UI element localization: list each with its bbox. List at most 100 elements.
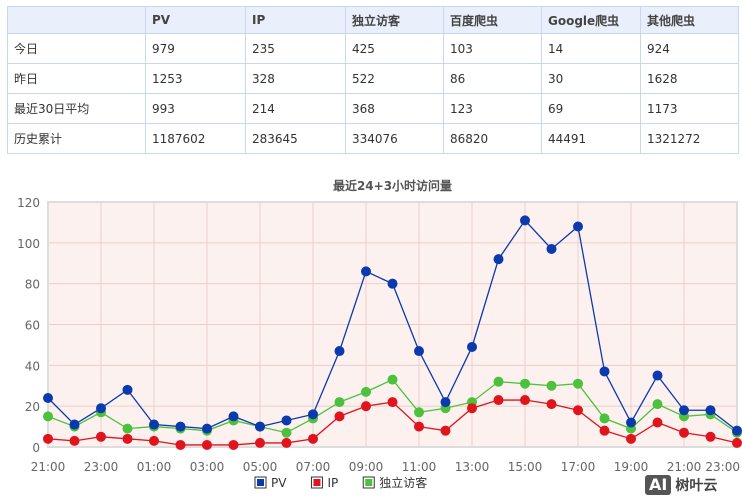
data-point bbox=[387, 374, 398, 385]
y-tick-label: 80 bbox=[25, 278, 40, 292]
table-cell: 1321272 bbox=[640, 123, 739, 154]
data-point bbox=[414, 346, 424, 357]
data-point bbox=[361, 386, 371, 397]
data-point bbox=[202, 439, 212, 450]
table-cell: 103 bbox=[443, 33, 542, 64]
stats-table: PV IP 独立访客 百度爬虫 Google爬虫 其他爬虫 今日 979 235 425 103 1… bbox=[7, 6, 739, 154]
table-cell: 235 bbox=[245, 33, 346, 64]
data-point bbox=[732, 437, 742, 448]
table-cell: 30 bbox=[541, 63, 641, 94]
table-row: 历史累计 1187602 283645 334076 86820 44491 1321272 bbox=[7, 123, 739, 154]
row-label: 历史累计 bbox=[7, 123, 146, 154]
table-cell: 86 bbox=[443, 63, 542, 94]
data-point bbox=[69, 435, 80, 446]
x-tick-label: 21:00 bbox=[31, 460, 66, 474]
legend-swatch-fill bbox=[313, 479, 321, 486]
chart-title: 最近24+3小时访问量 bbox=[333, 178, 452, 193]
column-header: Google爬虫 bbox=[541, 6, 641, 34]
data-point bbox=[626, 433, 636, 444]
data-point bbox=[228, 411, 239, 422]
x-tick-label: 09:00 bbox=[349, 460, 384, 474]
table-cell: 283645 bbox=[245, 123, 346, 154]
table-cell: 924 bbox=[640, 33, 739, 64]
data-point bbox=[520, 395, 530, 406]
data-point bbox=[202, 423, 212, 434]
table-cell: 334076 bbox=[345, 123, 444, 154]
y-tick-label: 20 bbox=[25, 400, 40, 414]
x-tick-label: 07:00 bbox=[296, 460, 331, 474]
data-point bbox=[493, 395, 504, 406]
data-point bbox=[652, 399, 663, 410]
data-point bbox=[334, 346, 345, 357]
data-point bbox=[228, 439, 239, 450]
data-point bbox=[308, 409, 318, 420]
data-point bbox=[149, 435, 159, 446]
table-cell: 979 bbox=[145, 33, 246, 64]
x-tick-label: 19:00 bbox=[614, 460, 649, 474]
data-point bbox=[175, 439, 186, 450]
table-cell: 1173 bbox=[640, 93, 739, 124]
data-point bbox=[705, 405, 716, 416]
y-tick-label: 100 bbox=[17, 237, 40, 251]
table-cell: 1628 bbox=[640, 63, 739, 94]
data-point bbox=[679, 427, 689, 438]
data-point bbox=[387, 278, 398, 289]
data-point bbox=[467, 341, 477, 352]
data-point bbox=[546, 243, 557, 254]
column-header: 其他爬虫 bbox=[640, 6, 739, 34]
legend-label: PV bbox=[271, 476, 287, 490]
table-cell: 993 bbox=[145, 93, 246, 124]
table-cell: 86820 bbox=[443, 123, 542, 154]
data-point bbox=[414, 421, 424, 432]
column-header: 百度爬虫 bbox=[443, 6, 542, 34]
data-point bbox=[440, 425, 451, 436]
table-row: 今日 979 235 425 103 14 924 bbox=[7, 33, 739, 64]
x-tick-label: 05:00 bbox=[243, 460, 278, 474]
table-header-row: PV IP 独立访客 百度爬虫 Google爬虫 其他爬虫 bbox=[7, 6, 739, 34]
data-point bbox=[573, 405, 583, 416]
x-tick-label: 01:00 bbox=[137, 460, 172, 474]
column-header: IP bbox=[245, 6, 346, 34]
data-point bbox=[334, 411, 345, 422]
data-point bbox=[599, 413, 610, 424]
data-point bbox=[96, 431, 106, 442]
column-header: 独立访客 bbox=[345, 6, 444, 34]
x-tick-label: 23:00 bbox=[705, 460, 740, 474]
y-tick-label: 120 bbox=[17, 196, 40, 210]
data-point bbox=[732, 425, 742, 436]
data-point bbox=[493, 254, 504, 265]
data-point bbox=[122, 384, 133, 395]
table-cell: 1187602 bbox=[145, 123, 246, 154]
x-tick-label: 15:00 bbox=[508, 460, 543, 474]
data-point bbox=[573, 378, 583, 389]
y-tick-label: 40 bbox=[25, 359, 40, 373]
data-point bbox=[69, 419, 80, 430]
data-point bbox=[281, 437, 292, 448]
data-point bbox=[122, 433, 133, 444]
watermark-logo: AI 树叶云 bbox=[645, 474, 717, 496]
data-point bbox=[652, 417, 663, 428]
x-tick-label: 23:00 bbox=[84, 460, 119, 474]
data-point bbox=[122, 423, 133, 434]
table-cell: 214 bbox=[245, 93, 346, 124]
data-point bbox=[255, 437, 265, 448]
data-point bbox=[308, 433, 318, 444]
row-label: 最近30日平均 bbox=[7, 93, 146, 124]
table-cell: 425 bbox=[345, 33, 444, 64]
data-point bbox=[467, 403, 477, 414]
data-point bbox=[361, 401, 371, 412]
data-point bbox=[599, 425, 610, 436]
table-cell: 522 bbox=[345, 63, 444, 94]
legend-swatch-fill bbox=[257, 479, 264, 486]
ai-logo-icon: AI bbox=[645, 475, 672, 495]
data-point bbox=[520, 378, 530, 389]
x-tick-label: 13:00 bbox=[455, 460, 490, 474]
data-point bbox=[493, 376, 504, 387]
table-cell: 44491 bbox=[541, 123, 641, 154]
data-point bbox=[149, 419, 159, 430]
table-cell: 123 bbox=[443, 93, 542, 124]
data-point bbox=[175, 421, 186, 432]
x-tick-label: 03:00 bbox=[190, 460, 225, 474]
row-label: 今日 bbox=[7, 33, 146, 64]
